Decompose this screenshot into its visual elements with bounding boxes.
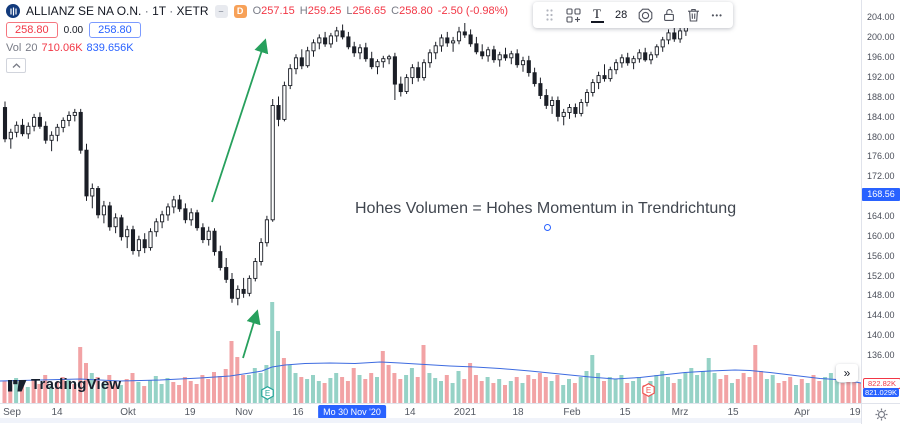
price-tick: 156.00 [867, 251, 895, 261]
price-tick: 160.00 [867, 231, 895, 241]
price-tick: 192.00 [867, 72, 895, 82]
time-tick: 14 [35, 407, 79, 418]
price-tick: 164.00 [867, 211, 895, 221]
price-tick: 148.00 [867, 290, 895, 300]
volume-bars [3, 302, 862, 403]
watermark-brand: TradingView [31, 376, 121, 393]
price-tick: 172.00 [867, 171, 895, 181]
time-tick: Nov [222, 407, 266, 418]
price-tick: 184.00 [867, 112, 895, 122]
price-tick: 204.00 [867, 12, 895, 22]
volume-ma-label: 821.029K [863, 388, 899, 397]
price-tick: 180.00 [867, 132, 895, 142]
time-tick: Apr [780, 407, 824, 418]
bid-button[interactable]: 258.80 [6, 22, 58, 38]
drawing-toolbar: T 28 ••• [533, 2, 733, 28]
symbol-title[interactable]: ALLIANZ SE NA O.N. · 1T · XETR [26, 4, 209, 18]
annotation-anchor-handle[interactable] [544, 224, 551, 231]
time-tick: 15 [603, 407, 647, 418]
time-tick: Feb [550, 407, 594, 418]
delayed-data-badge[interactable]: D [234, 5, 247, 18]
trash-icon[interactable] [685, 7, 701, 23]
price-tick: 144.00 [867, 310, 895, 320]
svg-text:E: E [265, 389, 270, 398]
drag-handle[interactable] [541, 7, 557, 23]
trend-arrow[interactable] [243, 312, 257, 358]
time-tick: 2021 [443, 407, 487, 418]
price-tick: 196.00 [867, 52, 895, 62]
template-icon[interactable] [565, 7, 581, 23]
time-tick: 15 [711, 407, 755, 418]
crosshair-date-label: Mo 30 Nov '20 [318, 405, 386, 419]
tradingview-watermark: TradingView [8, 376, 121, 393]
text-annotation[interactable]: Hohes Volumen = Hohes Momentum in Trendr… [355, 200, 736, 218]
text-color-bar [591, 21, 604, 23]
ohlc-readout: O257.15 H259.25 L256.65 C258.80 -2.50 (-… [253, 5, 509, 17]
price-tick: 152.00 [867, 271, 895, 281]
gear-icon[interactable] [875, 408, 888, 421]
price-tick: 136.00 [867, 350, 895, 360]
time-tick: 14 [388, 407, 432, 418]
time-tick: Sep [0, 407, 34, 418]
time-tick: 16 [276, 407, 320, 418]
font-size-selector[interactable]: 28 [613, 9, 629, 21]
more-options-icon[interactable]: ••• [709, 7, 725, 23]
text-tool-icon[interactable]: T [589, 7, 605, 23]
svg-text:E: E [646, 386, 651, 395]
time-tick: Okt [106, 407, 150, 418]
axis-bottom-strip [0, 418, 861, 423]
axis-settings-corner[interactable] [861, 403, 900, 424]
chevron-up-icon [12, 63, 21, 69]
change-value: -2.50 (-0.98%) [438, 5, 508, 17]
last-price-label: 168.56 [862, 188, 900, 201]
time-tick: 18 [496, 407, 540, 418]
spread-value: 0.00 [64, 25, 83, 36]
price-tick: 188.00 [867, 92, 895, 102]
earnings-badge[interactable]: E [261, 386, 274, 405]
price-tick: 176.00 [867, 151, 895, 161]
time-tick: 19 [168, 407, 212, 418]
tradingview-logo-icon [8, 377, 27, 392]
lock-icon[interactable] [661, 7, 677, 23]
price-tick: 200.00 [867, 32, 895, 42]
market-status-icon[interactable]: – [215, 5, 228, 18]
time-tick: Mrz [658, 407, 702, 418]
earnings-badge[interactable]: E [642, 383, 655, 402]
scroll-right-button[interactable]: » [836, 364, 858, 382]
legend: ALLIANZ SE NA O.N. · 1T · XETR – D O257.… [6, 4, 508, 73]
ask-button[interactable]: 258.80 [89, 22, 141, 38]
price-tick: 140.00 [867, 330, 895, 340]
volume-indicator-row: Vol 20 710.06K 839.656K [6, 42, 508, 54]
settings-icon[interactable] [637, 7, 653, 23]
collapse-legend-button[interactable] [6, 58, 26, 73]
symbol-logo [6, 4, 20, 18]
